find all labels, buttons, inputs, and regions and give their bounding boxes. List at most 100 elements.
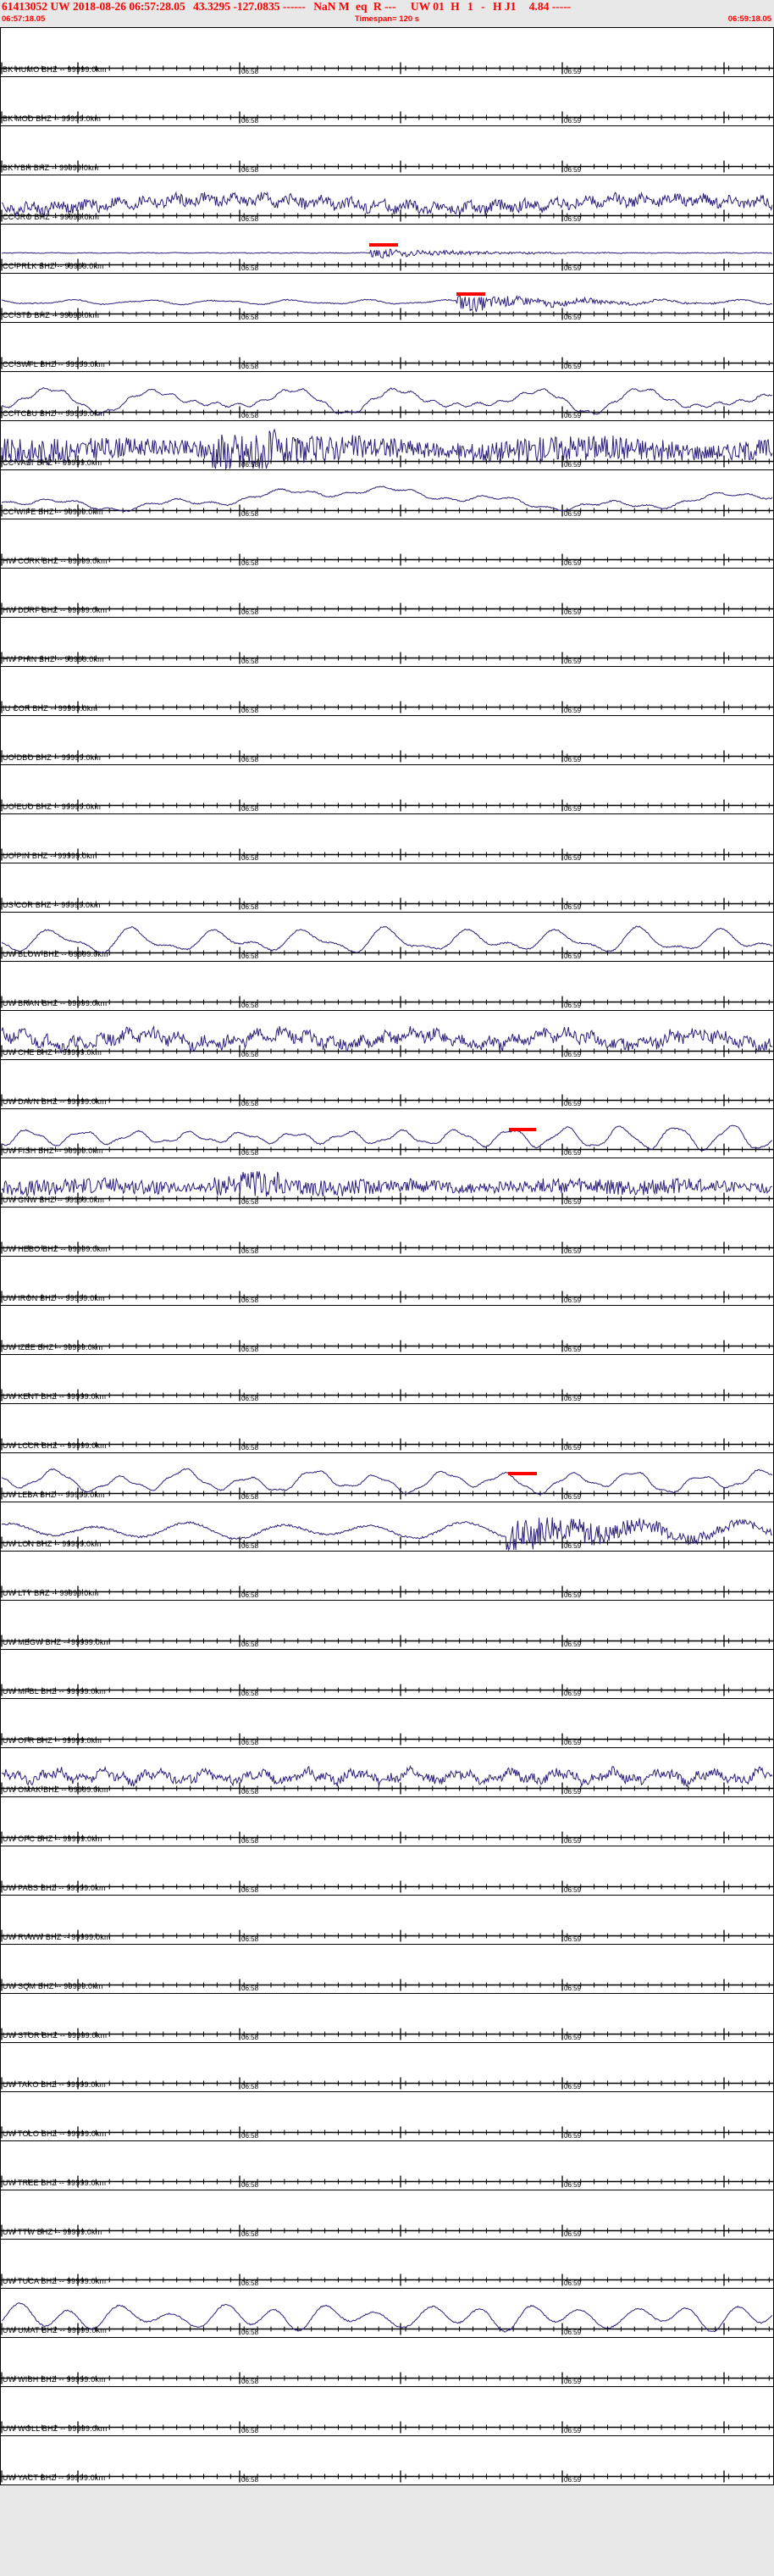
trace-canvas [0, 667, 774, 715]
trace-row[interactable]: CC WIFE BHZ -- 99999.0km 06:58 06:59 [0, 470, 774, 519]
channel-label: UW BRAN BHZ -- 99999.0km [3, 999, 108, 1008]
trace-row[interactable]: UW YACT BHZ -- 99999.0km 06:58 06:59 [0, 2436, 774, 2485]
trace-canvas [0, 1306, 774, 1354]
channel-label: CC VALT BHZ -- 99999.0km [3, 458, 102, 467]
trace-row[interactable]: UW TAKO BHZ -- 99999.0km 06:58 06:59 [0, 2043, 774, 2092]
trace-row[interactable]: HW CCRK BHZ -- 99999.0km 06:58 06:59 [0, 519, 774, 569]
trace-row[interactable]: UW TREE BHZ -- 99999.0km 06:58 06:59 [0, 2141, 774, 2190]
time-axis-label: 06:58 [241, 1247, 259, 1255]
channel-label: CC SWFL BHZ -- 99999.0km [3, 360, 105, 369]
trace-canvas [0, 1650, 774, 1698]
trace-canvas [0, 1060, 774, 1108]
time-axis-label: 06:58 [241, 2034, 259, 2041]
trace-row[interactable]: UW TTW BHZ -- 99999.0km 06:58 06:59 [0, 2190, 774, 2240]
time-axis-label: 06:59 [564, 166, 582, 174]
trace-canvas [0, 2043, 774, 2091]
trace-row[interactable]: UW OMAK BHZ -- 99999.0km 06:58 06:59 [0, 1748, 774, 1797]
trace-graphic [0, 863, 774, 912]
trace-row[interactable]: UW HEBO BHZ -- 99999.0km 06:58 06:59 [0, 1208, 774, 1257]
time-axis-label: 06:58 [241, 1788, 259, 1796]
trace-row[interactable]: UO DBO BHZ -- 99999.0km 06:58 06:59 [0, 716, 774, 765]
trace-canvas [0, 2387, 774, 2435]
trace-row[interactable]: UO EUO BHZ -- 99999.0km 06:58 06:59 [0, 765, 774, 814]
trace-row[interactable]: UW IRON BHZ -- 99999.0km 06:58 06:59 [0, 1257, 774, 1306]
trace-stack: BK HUMO BHZ -- 99999.0km 06:58 06:59 BK MOD… [0, 27, 774, 2485]
trace-row[interactable]: UW LCCR BHZ -- 99999.0km 06:58 06:59 [0, 1404, 774, 1453]
time-axis-label: 06:58 [241, 854, 259, 862]
trace-row[interactable]: UW WISH BHZ -- 99999.0km 06:58 06:59 [0, 2338, 774, 2387]
trace-graphic [0, 1306, 774, 1354]
trace-row[interactable]: CC STD BHZ -- 99999.0km 06:58 06:59 [0, 274, 774, 323]
trace-row[interactable]: UW TUCA BHZ -- 99999.0km 06:58 06:59 [0, 2240, 774, 2289]
trace-row[interactable]: BK HUMO BHZ -- 99999.0km 06:58 06:59 [0, 27, 774, 77]
trace-row[interactable]: UW UMAT BHZ -- 99999.0km 06:58 06:59 [0, 2289, 774, 2338]
trace-canvas [0, 274, 774, 322]
trace-row[interactable]: UW DAVN BHZ -- 99999.0km 06:58 06:59 [0, 1060, 774, 1109]
channel-label: HW CCRK BHZ -- 99999.0km [3, 557, 108, 565]
time-axis-label: 06:58 [241, 1296, 259, 1304]
phase-pick-marker[interactable] [508, 1471, 537, 1475]
trace-row[interactable]: CC SWFL BHZ -- 99999.0km 06:58 06:59 [0, 323, 774, 372]
trace-row[interactable]: UW SQM BHZ -- 99999.0km 06:58 06:59 [0, 1945, 774, 1994]
trace-graphic [0, 2387, 774, 2435]
time-axis-label: 06:58 [241, 461, 259, 469]
trace-row[interactable]: UW LTY BHZ -- 99999.0km 06:58 06:59 [0, 1552, 774, 1601]
trace-row[interactable]: UW IZEE BHZ -- 99999.0km 06:58 06:59 [0, 1306, 774, 1355]
trace-row[interactable]: UW GNW BHZ -- 99999.0km 06:58 06:59 [0, 1158, 774, 1208]
trace-row[interactable]: UW RVWW BHZ -- 99999.0km 06:58 06:59 [0, 1896, 774, 1945]
trace-row[interactable]: UO PIN BHZ -- 99999.0km 06:58 06:59 [0, 814, 774, 863]
channel-label: UW LTY BHZ -- 99999.0km [3, 1589, 99, 1597]
phase-pick-marker[interactable] [509, 1127, 536, 1131]
trace-graphic [0, 1896, 774, 1944]
trace-row[interactable]: UW OPC BHZ -- 99999.0km 06:58 06:59 [0, 1797, 774, 1846]
time-axis-label: 06:59 [564, 2083, 582, 2090]
trace-row[interactable]: UW OFR BHZ -- 99999.0km 06:58 06:59 [0, 1699, 774, 1748]
time-axis-label: 06:59 [564, 1591, 582, 1599]
waveform-trace [1, 2302, 773, 2333]
trace-row[interactable]: CC TCBU BHZ -- 99999.0km 06:58 06:59 [0, 372, 774, 421]
event-magnitude: NaN M [313, 0, 350, 13]
trace-row[interactable]: UW BLOW BHZ -- 99999.0km 06:58 06:59 [0, 913, 774, 962]
trace-graphic [0, 372, 774, 420]
ref-channel-b: 1 [467, 0, 473, 13]
trace-row[interactable]: UW KENT BHZ -- 99999.0km 06:58 06:59 [0, 1355, 774, 1404]
trace-row[interactable]: CC PRLK BHZ -- 99999.0km 06:58 06:59 [0, 225, 774, 274]
time-axis-label: 06:58 [241, 1542, 259, 1550]
trace-row[interactable]: UW BRAN BHZ -- 99999.0km 06:58 06:59 [0, 962, 774, 1011]
phase-pick-marker[interactable] [456, 291, 485, 296]
trace-row[interactable]: HW PHIN BHZ -- 99999.0km 06:58 06:59 [0, 618, 774, 667]
trace-row[interactable]: IU COR BHZ -- 99999.0km 06:58 06:59 [0, 667, 774, 716]
trace-row[interactable]: BK MOD BHZ -- 99999.0km 06:58 06:59 [0, 77, 774, 126]
trace-graphic [0, 667, 774, 715]
trace-canvas [0, 1453, 774, 1502]
trace-row[interactable]: UW LON BHZ -- 99999.0km 06:58 06:59 [0, 1502, 774, 1552]
trace-row[interactable]: BK YBH BHZ -- 99999.0km 06:58 06:59 [0, 126, 774, 175]
trace-row[interactable]: CC JRO BHZ -- 99999.0km 06:58 06:59 [0, 175, 774, 225]
time-axis-label: 06:59 [564, 2181, 582, 2189]
time-axis-label: 06:58 [241, 314, 259, 321]
trace-row[interactable]: UW MFBL BHZ -- 99999.0km 06:58 06:59 [0, 1650, 774, 1699]
trace-row[interactable]: HW DDRF BHZ -- 99999.0km 06:58 06:59 [0, 569, 774, 618]
time-axis-label: 06:59 [564, 1002, 582, 1009]
trace-row[interactable]: CC VALT BHZ -- 99999.0km 06:58 06:59 [0, 421, 774, 470]
trace-row[interactable]: UW WOLL BHZ -- 99999.0km 06:58 06:59 [0, 2387, 774, 2436]
trace-row[interactable]: UW STOR BHZ -- 99999.0km 06:58 06:59 [0, 1994, 774, 2043]
phase-pick-marker[interactable] [369, 242, 398, 247]
time-axis-label: 06:59 [564, 1296, 582, 1304]
trace-row[interactable]: US COR BHZ -- 99999.0km 06:58 06:59 [0, 863, 774, 913]
trace-row[interactable]: UW PASS BHZ -- 99999.0km 06:58 06:59 [0, 1846, 774, 1896]
trace-row[interactable]: UW CHE BHZ -- 99999.0km 06:58 06:59 [0, 1011, 774, 1060]
trace-row[interactable]: UW MEGW BHZ -- 99999.0km 06:58 06:59 [0, 1601, 774, 1650]
time-axis-label: 06:58 [241, 264, 259, 272]
trace-graphic [0, 1699, 774, 1747]
waveform-trace [1, 925, 773, 954]
channel-label: UW BLOW BHZ -- 99999.0km [3, 950, 108, 958]
trace-canvas [0, 372, 774, 420]
trace-row[interactable]: UW TOLO BHZ -- 99999.0km 06:58 06:59 [0, 2092, 774, 2141]
trace-graphic [0, 1797, 774, 1846]
time-axis-label: 06:58 [241, 1837, 259, 1845]
trace-row[interactable]: UW FISH BHZ -- 99999.0km 06:58 06:59 [0, 1109, 774, 1158]
channel-label: UW LCCR BHZ -- 99999.0km [3, 1441, 107, 1450]
trace-row[interactable]: UW LEBA BHZ -- 99999.0km 06:58 06:59 [0, 1453, 774, 1502]
channel-label: UW KENT BHZ -- 99999.0km [3, 1392, 107, 1401]
